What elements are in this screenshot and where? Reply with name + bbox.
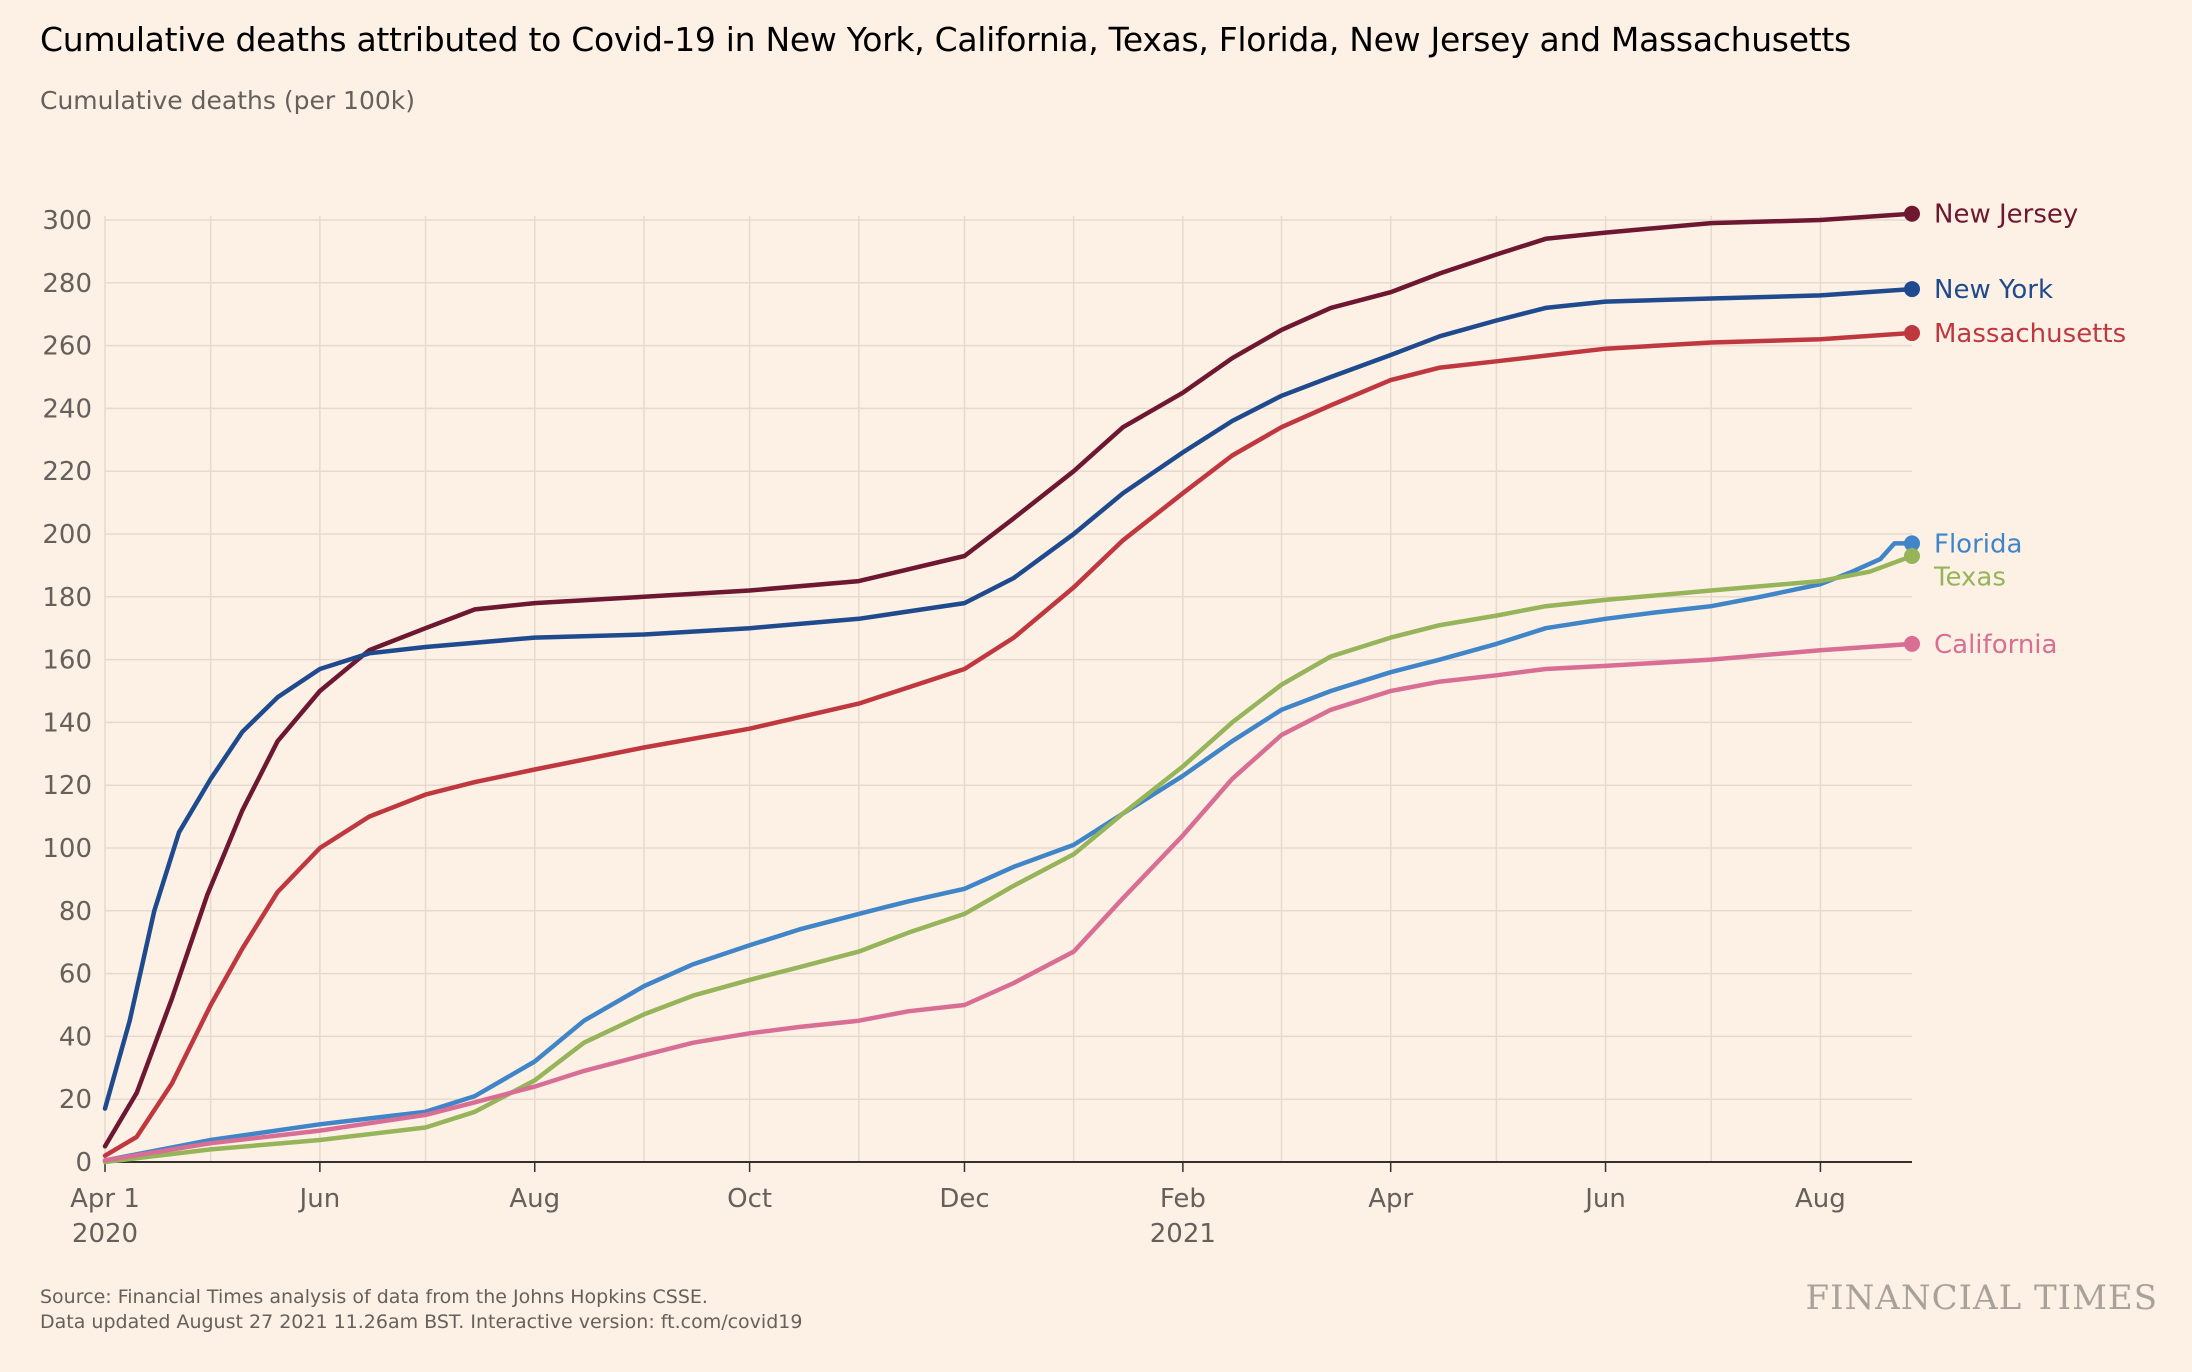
y-tick-label: 160 [42,646,92,676]
series-end-dot [1904,635,1920,652]
chart-subtitle: Cumulative deaths (per 100k) [40,86,415,115]
series-label: Florida [1934,529,2022,559]
series-label: New York [1934,275,2053,305]
y-tick-label: 120 [42,771,92,801]
y-tick-label: 0 [75,1148,92,1178]
x-tick-year-label: 2020 [72,1219,138,1249]
y-axis-ticks: 0 20 40 60 80 100 120 140 160 180 200 220 240 260 280 3… [42,206,92,1178]
x-axis-ticks: Apr 1 2020 Jun Aug Oct Dec Feb 2021 Apr Jun Aug [70,1161,1912,1249]
source-note: Source: Financial Times analysis of data… [40,1285,802,1335]
series-line [102,641,1915,1163]
y-tick-label: 300 [42,206,92,236]
y-tick-label: 140 [42,708,92,738]
series-line [102,553,1915,1165]
series-label: Massachusetts [1934,319,2126,349]
series-label: New Jersey [1934,200,2078,230]
y-tick-label: 220 [42,457,92,487]
y-tick-label: 280 [42,269,92,299]
y-tick-label: 260 [42,332,92,362]
series-line [102,541,1915,1163]
series-label: California [1934,630,2057,660]
series-end-dot [1904,325,1920,342]
series-end-dot [1904,281,1920,298]
y-tick-label: 20 [59,1085,92,1115]
series-line [102,330,1915,1158]
source-line: Source: Financial Times analysis of data… [40,1286,708,1308]
x-tick-label: Apr [1368,1184,1413,1214]
x-tick-label: Feb [1160,1184,1206,1214]
y-tick-label: 80 [59,897,92,927]
series-label: Texas [1933,562,2006,592]
y-tick-label: 180 [42,583,92,613]
gridlines [104,216,1912,1162]
series-end-dot [1904,547,1920,564]
y-tick-label: 40 [59,1022,92,1052]
chart-title: Cumulative deaths attributed to Covid-19… [40,20,1851,59]
x-tick-label: Apr 1 [70,1184,140,1214]
financial-times-logo: FINANCIAL TIMES [1805,1278,2158,1318]
y-tick-label: 200 [42,520,92,550]
line-chart: 0 20 40 60 80 100 120 140 160 180 200 220 240 260 280 3… [42,200,2126,1249]
series-lines [102,205,1920,1165]
x-tick-label: Aug [1795,1184,1846,1214]
updated-line: Data updated August 27 2021 11.26am BST.… [40,1311,803,1333]
series-line [102,211,1915,1149]
y-tick-label: 240 [42,394,92,424]
series-end-dot [1904,535,1920,552]
x-tick-label: Jun [298,1184,341,1214]
x-tick-year-label: 2021 [1150,1219,1216,1249]
series-end-dot [1904,205,1920,222]
x-tick-label: Jun [1583,1184,1626,1214]
y-tick-label: 60 [59,960,92,990]
series-end-labels: New Jersey New York Massachusetts FloridaTe… [1933,200,2126,660]
series-line [102,286,1915,1111]
x-tick-label: Dec [939,1184,989,1214]
x-tick-label: Oct [727,1184,772,1214]
x-tick-label: Aug [509,1184,560,1214]
y-tick-label: 100 [42,834,92,864]
